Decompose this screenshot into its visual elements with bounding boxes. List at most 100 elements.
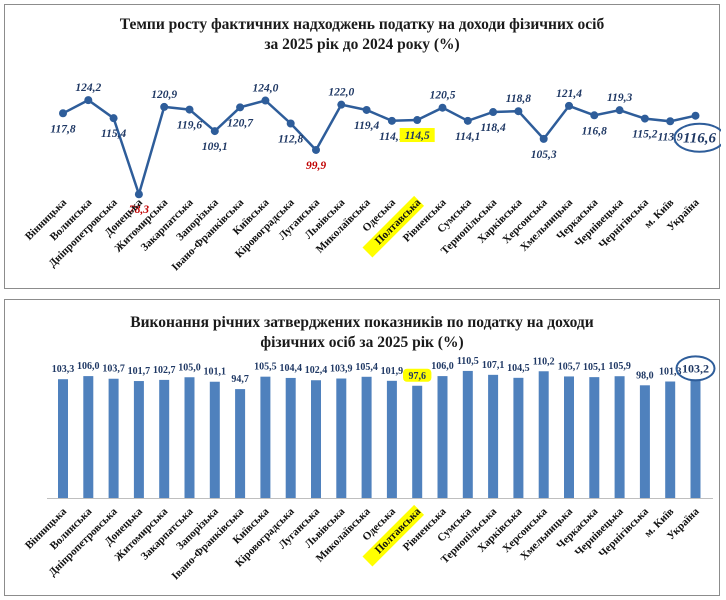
execution-bar (184, 377, 195, 498)
execution-value-label: 94,7 (231, 374, 249, 385)
execution-bar (260, 376, 271, 498)
execution-value-label: 110,5 (457, 356, 479, 367)
growth-value-highlight (399, 128, 435, 143)
growth-data-point (109, 114, 118, 123)
execution-value-label: 104,4 (279, 363, 302, 374)
growth-value-label: 119,6 (177, 120, 202, 132)
growth-value-label: 105,3 (531, 149, 557, 161)
execution-value-label: 101,3 (659, 367, 682, 378)
growth-value-label: 114,5 (405, 130, 430, 142)
execution-bar (488, 374, 499, 498)
growth-data-point (210, 127, 219, 136)
execution-value-label: 103,3 (52, 364, 75, 375)
growth-chart-subtitle: за 2025 рік до 2024 року (%) (264, 36, 460, 53)
growth-data-point (590, 111, 599, 120)
execution-bar (133, 381, 144, 498)
execution-value-highlight (403, 368, 432, 382)
growth-data-point (691, 111, 700, 120)
growth-data-point (666, 117, 675, 126)
growth-value-label: 120,5 (430, 90, 456, 102)
growth-data-point (387, 116, 396, 125)
growth-value-label: 109,1 (202, 141, 228, 153)
execution-value-label: 101,1 (204, 367, 227, 378)
growth-value-label: 118,4 (480, 122, 505, 134)
growth-value-label: 120,9 (151, 89, 177, 101)
growth-value-label: 114,1 (379, 131, 404, 143)
growth-data-point (565, 101, 573, 110)
execution-bar (159, 379, 170, 498)
growth-value-label: 122,0 (328, 87, 354, 99)
execution-bar (639, 385, 650, 498)
execution-value-label: 105,5 (254, 362, 277, 373)
growth-value-label: 124,2 (75, 82, 101, 94)
growth-data-point (438, 103, 447, 112)
growth-value-label: 112,8 (278, 134, 303, 146)
execution-value-label: 103,9 (330, 364, 353, 375)
execution-value-label: 105,9 (608, 361, 631, 372)
total-value-ring (673, 122, 721, 153)
execution-value-label: 98,0 (636, 370, 654, 381)
execution-bar (690, 379, 701, 498)
growth-data-point (337, 100, 346, 109)
execution-highlight-marker (362, 504, 425, 567)
execution-bar (665, 381, 676, 498)
execution-value-label: 107,1 (482, 360, 505, 371)
execution-bar (311, 380, 321, 498)
execution-value-label: 106,0 (431, 361, 454, 372)
execution-value-label: 105,4 (355, 362, 378, 373)
growth-value-label: 78,3 (129, 204, 149, 216)
growth-value-label: 113,9 (658, 131, 683, 143)
growth-highlight-marker (362, 195, 425, 258)
growth-data-point (539, 134, 548, 143)
execution-bar (108, 378, 119, 498)
execution-value-label: 110,2 (533, 356, 555, 367)
growth-value-label: 119,3 (607, 92, 632, 104)
execution-bar (209, 381, 220, 498)
execution-value-label: 102,7 (153, 365, 176, 376)
growth-value-label: 116,8 (582, 125, 607, 137)
execution-value-label: 101,7 (128, 366, 151, 377)
execution-bar (412, 385, 423, 498)
execution-bar (361, 376, 372, 498)
execution-value-label: 101,9 (381, 366, 404, 377)
growth-value-label: 116,6 (683, 131, 716, 147)
execution-bar (513, 377, 524, 498)
growth-data-point (489, 108, 498, 117)
growth-rate-chart-panel: Темпи росту фактичних надходжень податку… (4, 4, 721, 289)
execution-chart-subtitle: фізичних осіб за 2025 рік (%) (260, 334, 464, 351)
growth-data-point (312, 145, 320, 154)
growth-data-point (185, 105, 194, 114)
growth-data-point (261, 96, 270, 105)
execution-value-label: 105,0 (178, 362, 201, 373)
growth-value-label: 117,8 (50, 123, 75, 135)
execution-bar (462, 370, 473, 498)
growth-data-point (286, 119, 295, 128)
growth-value-label: 114,1 (455, 131, 480, 143)
growth-value-label: 119,4 (354, 120, 379, 132)
growth-data-point (413, 116, 422, 125)
growth-data-point (615, 106, 624, 115)
growth-data-point (514, 107, 523, 116)
growth-data-point (640, 114, 649, 123)
execution-bar (58, 379, 68, 498)
execution-bar (437, 376, 448, 498)
growth-value-label: 120,7 (227, 117, 254, 129)
execution-bar (235, 389, 246, 498)
growth-value-label: 124,0 (252, 83, 278, 95)
growth-value-label: 115,2 (632, 129, 657, 141)
growth-data-point (362, 105, 371, 114)
execution-value-label: 105,7 (558, 361, 581, 372)
execution-value-label: 103,2 (682, 361, 709, 375)
execution-bar-chart: 103,3 106,0 103,7 101,7 102,7 105,0 101,194,71… (23, 355, 716, 582)
execution-bar (285, 377, 296, 498)
growth-value-label: 99,9 (306, 160, 326, 172)
growth-value-label: 115,4 (101, 128, 126, 140)
total-bar-ring (675, 355, 716, 382)
execution-bar (564, 376, 574, 498)
execution-bar (386, 380, 397, 498)
growth-series-line (62, 98, 696, 199)
execution-bar (83, 376, 94, 498)
execution-bar (538, 371, 549, 498)
growth-chart-title: Темпи росту фактичних надходжень податку… (119, 16, 605, 33)
